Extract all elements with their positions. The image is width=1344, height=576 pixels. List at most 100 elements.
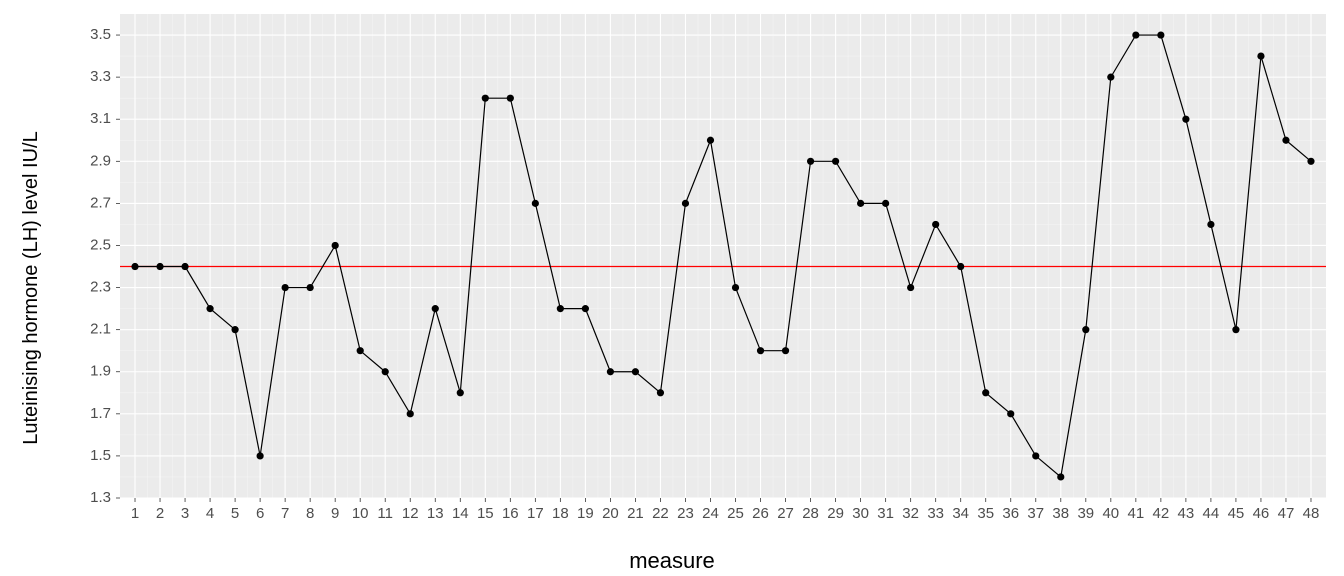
data-point [907,284,914,291]
x-tick-label: 23 [677,505,694,522]
data-point [507,95,514,102]
x-tick-label: 24 [702,505,719,522]
x-tick-label: 16 [502,505,519,522]
data-point [332,242,339,249]
x-tick-label: 9 [331,505,339,522]
data-point [1007,410,1014,417]
x-tick-label: 37 [1027,505,1044,522]
chart-container: Luteinising hormone (LH) level IU/L meas… [0,0,1344,576]
x-tick-label: 35 [977,505,994,522]
data-point [482,95,489,102]
x-tick-label: 46 [1253,505,1270,522]
y-tick-label: 2.3 [90,279,111,296]
x-tick-label: 39 [1077,505,1094,522]
x-tick-label: 31 [877,505,894,522]
x-tick-label: 47 [1278,505,1295,522]
x-tick-label: 30 [852,505,869,522]
x-tick-label: 4 [206,505,214,522]
x-tick-label: 13 [427,505,444,522]
data-point [206,305,213,312]
data-point [1107,74,1114,81]
x-tick-label: 43 [1178,505,1195,522]
x-axis-title: measure [629,548,715,574]
y-tick-label: 3.1 [90,110,111,127]
x-tick-label: 33 [927,505,944,522]
data-point [632,368,639,375]
x-tick-label: 2 [156,505,164,522]
data-point [282,284,289,291]
x-tick-label: 29 [827,505,844,522]
x-tick-label: 45 [1228,505,1245,522]
y-tick-label: 1.9 [90,363,111,380]
x-tick-label: 41 [1127,505,1144,522]
data-point [1282,137,1289,144]
data-point [1082,326,1089,333]
data-point [1307,158,1314,165]
data-point [682,200,689,207]
x-tick-label: 48 [1303,505,1320,522]
x-tick-label: 17 [527,505,544,522]
y-tick-label: 3.3 [90,68,111,85]
data-point [307,284,314,291]
data-point [432,305,439,312]
x-tick-label: 15 [477,505,494,522]
data-point [231,326,238,333]
data-point [707,137,714,144]
data-point [532,200,539,207]
data-point [457,389,464,396]
data-point [782,347,789,354]
x-tick-label: 38 [1052,505,1069,522]
data-point [382,368,389,375]
x-tick-label: 14 [452,505,469,522]
x-tick-label: 21 [627,505,644,522]
x-tick-label: 3 [181,505,189,522]
data-point [932,221,939,228]
data-point [807,158,814,165]
data-point [832,158,839,165]
data-point [857,200,864,207]
x-tick-label: 27 [777,505,794,522]
data-point [1232,326,1239,333]
data-point [407,410,414,417]
data-point [582,305,589,312]
x-tick-label: 42 [1153,505,1170,522]
data-point [607,368,614,375]
data-point [1207,221,1214,228]
x-tick-label: 28 [802,505,819,522]
data-point [357,347,364,354]
data-point [1132,31,1139,38]
x-tick-label: 10 [352,505,369,522]
data-point [257,452,264,459]
x-tick-label: 11 [377,505,393,522]
data-point [882,200,889,207]
data-point [1057,473,1064,480]
y-tick-label: 2.1 [90,321,111,338]
y-axis-title: Luteinising hormone (LH) level IU/L [20,131,43,445]
x-tick-label: 20 [602,505,619,522]
y-tick-label: 2.7 [90,194,111,211]
data-point [732,284,739,291]
x-tick-label: 19 [577,505,594,522]
y-tick-label: 1.7 [90,405,111,422]
x-tick-label: 32 [902,505,919,522]
data-point [1032,452,1039,459]
x-tick-label: 26 [752,505,769,522]
x-tick-label: 25 [727,505,744,522]
x-tick-label: 8 [306,505,314,522]
y-tick-label: 2.5 [90,236,111,253]
y-tick-label: 1.3 [90,489,111,506]
data-point [1157,31,1164,38]
y-tick-label: 2.9 [90,152,111,169]
x-tick-label: 36 [1002,505,1019,522]
data-point [957,263,964,270]
x-tick-label: 1 [131,505,139,522]
data-point [1257,52,1264,59]
x-tick-label: 34 [952,505,969,522]
data-point [657,389,664,396]
x-tick-label: 5 [231,505,239,522]
data-point [982,389,989,396]
data-point [156,263,163,270]
data-point [181,263,188,270]
x-tick-label: 12 [402,505,419,522]
data-point [757,347,764,354]
